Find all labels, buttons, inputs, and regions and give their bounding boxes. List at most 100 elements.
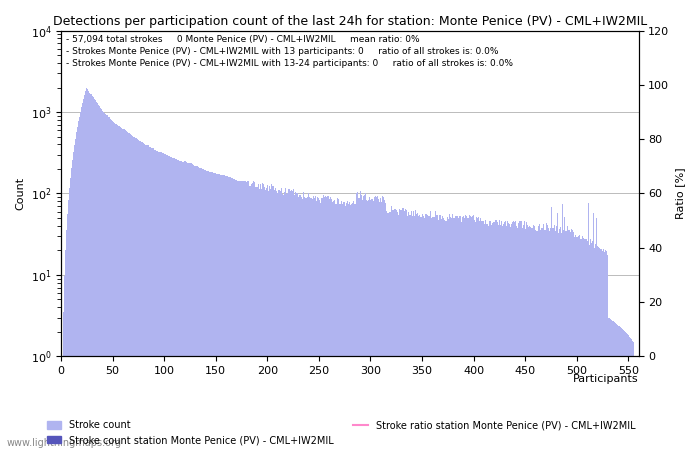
Bar — [503, 224, 504, 450]
Bar — [607, 255, 608, 450]
Bar — [143, 143, 144, 450]
Bar — [155, 150, 157, 450]
Bar — [619, 326, 620, 450]
Bar — [69, 188, 70, 450]
Bar — [64, 251, 66, 450]
Bar — [573, 232, 574, 450]
Bar — [504, 222, 505, 450]
Bar — [412, 216, 413, 450]
Bar — [107, 115, 108, 450]
Bar — [216, 174, 217, 450]
Bar — [293, 194, 295, 450]
Bar — [134, 137, 135, 450]
Bar — [135, 138, 136, 450]
Bar — [266, 188, 267, 450]
Bar — [271, 184, 272, 450]
Bar — [339, 204, 340, 450]
Bar — [239, 181, 240, 450]
Bar — [158, 152, 160, 450]
Bar — [440, 215, 441, 450]
Bar — [384, 200, 386, 450]
Bar — [566, 231, 567, 450]
Bar — [314, 198, 315, 450]
Bar — [77, 127, 78, 450]
Bar — [118, 126, 120, 450]
Bar — [111, 120, 112, 450]
Bar — [231, 178, 232, 450]
Text: Participants: Participants — [573, 374, 638, 384]
Bar — [472, 216, 473, 450]
Bar — [268, 191, 269, 450]
Bar — [137, 140, 138, 450]
Bar — [605, 251, 606, 450]
Bar — [489, 221, 491, 450]
Bar — [478, 217, 480, 450]
Bar — [186, 162, 188, 450]
Bar — [591, 243, 592, 450]
Bar — [267, 185, 268, 450]
Bar — [358, 198, 360, 450]
Bar — [238, 181, 239, 450]
Bar — [360, 194, 362, 450]
Bar — [218, 174, 219, 450]
Bar — [465, 215, 466, 450]
Bar — [86, 88, 88, 450]
Bar — [106, 115, 107, 450]
Bar — [603, 249, 604, 450]
Bar — [133, 137, 134, 450]
Bar — [629, 337, 630, 450]
Bar — [593, 213, 594, 450]
Bar — [282, 194, 284, 450]
Bar — [212, 172, 214, 450]
Bar — [403, 208, 404, 450]
Bar — [609, 318, 610, 450]
Bar — [319, 200, 321, 450]
Bar — [454, 216, 456, 450]
Bar — [543, 224, 544, 450]
Bar — [411, 211, 412, 450]
Legend: Stroke count, Stroke count station Monte Penice (PV) - CML+IW2MIL, Stroke ratio : Stroke count, Stroke count station Monte… — [47, 420, 636, 445]
Bar — [423, 216, 424, 450]
Bar — [105, 114, 106, 450]
Bar — [166, 155, 167, 450]
Bar — [436, 215, 437, 450]
Bar — [582, 236, 583, 450]
Bar — [544, 230, 545, 450]
Bar — [315, 196, 316, 450]
Bar — [274, 190, 275, 450]
Bar — [497, 222, 498, 450]
Bar — [265, 189, 266, 450]
Bar — [269, 186, 270, 450]
Bar — [214, 173, 216, 450]
Bar — [309, 197, 310, 450]
Bar — [526, 225, 528, 450]
Bar — [182, 162, 183, 450]
Bar — [508, 223, 509, 450]
Bar — [308, 193, 309, 450]
Bar — [550, 228, 552, 450]
Bar — [620, 328, 622, 450]
Bar — [374, 197, 375, 450]
Bar — [563, 230, 564, 450]
Bar — [97, 103, 98, 450]
Bar — [565, 231, 566, 450]
Bar — [341, 201, 342, 450]
Bar — [249, 186, 251, 450]
Bar — [380, 198, 382, 450]
Bar — [181, 162, 182, 450]
Bar — [219, 174, 220, 450]
Bar — [404, 211, 405, 450]
Bar — [495, 220, 496, 450]
Bar — [389, 212, 391, 450]
Bar — [173, 158, 174, 450]
Bar — [160, 153, 162, 450]
Bar — [398, 215, 399, 450]
Bar — [235, 180, 236, 450]
Bar — [546, 223, 547, 450]
Bar — [587, 203, 589, 450]
Bar — [369, 197, 370, 450]
Bar — [585, 239, 587, 450]
Bar — [254, 182, 256, 450]
Bar — [480, 218, 482, 450]
Bar — [144, 144, 145, 450]
